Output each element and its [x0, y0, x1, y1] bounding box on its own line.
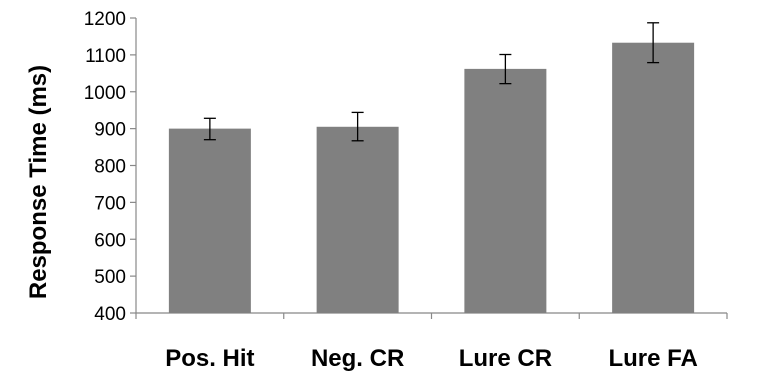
y-tick-label: 500 [94, 267, 126, 288]
plot-area: 400 500 600 700 800 900 1000 1100 1200 Pos. Hit Ne… [84, 9, 728, 372]
y-axis-label: Response Time (ms) [25, 65, 52, 299]
y-tick-label: 400 [94, 304, 126, 325]
bar [612, 42, 695, 314]
y-tick-label: 1100 [85, 46, 126, 67]
x-tick-label: Lure CR [459, 345, 552, 372]
y-tick-label: 1000 [84, 83, 126, 104]
x-tick-label: Neg. CR [311, 345, 404, 372]
bar [316, 126, 399, 313]
x-tick-label: Pos. Hit [165, 345, 254, 372]
bar [168, 128, 251, 313]
y-tick-label: 1200 [84, 9, 126, 30]
y-tick-label: 700 [94, 193, 126, 214]
y-tick-label: 900 [94, 120, 126, 141]
bar [464, 68, 547, 313]
y-tick-label: 800 [94, 157, 126, 178]
y-tick-label: 600 [94, 230, 126, 251]
x-tick-label: Lure FA [608, 345, 697, 372]
